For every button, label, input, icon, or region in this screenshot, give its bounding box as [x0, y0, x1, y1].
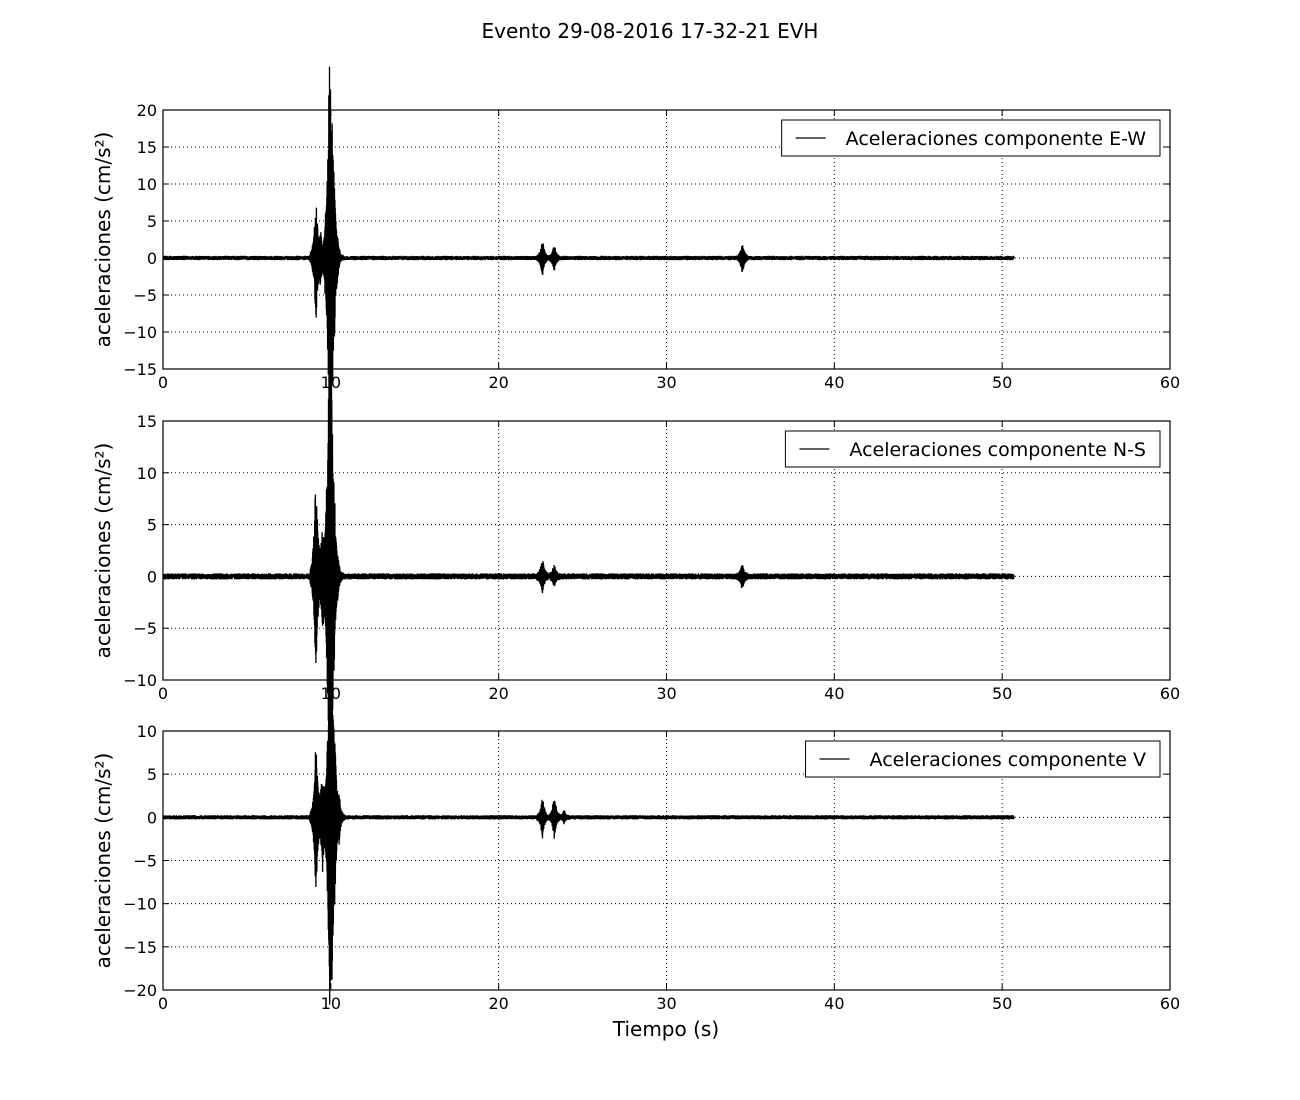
legend-box — [781, 119, 1161, 157]
figure-title: Evento 29-08-2016 17-32-21 EVH — [482, 19, 819, 43]
x-tick-label: 0 — [158, 373, 168, 392]
x-tick-label: 40 — [824, 373, 844, 392]
y-tick-label: −10 — [123, 671, 157, 690]
x-tick-label: 50 — [992, 684, 1012, 703]
y-tick-label: −5 — [133, 852, 157, 871]
y-tick-label: 15 — [137, 412, 157, 431]
legend: Aceleraciones componente N-S — [784, 430, 1161, 468]
y-tick-label: −10 — [123, 895, 157, 914]
legend: Aceleraciones componente V — [805, 740, 1161, 778]
x-tick-label: 20 — [488, 373, 508, 392]
y-tick-label: −15 — [123, 938, 157, 957]
y-tick-label: 10 — [137, 175, 157, 194]
chart-panels: 0 10 20 30 40 50 60−15−10−505101520aceleracion… — [91, 66, 1180, 1013]
x-tick-label: 30 — [656, 684, 676, 703]
y-tick-label: 5 — [147, 516, 157, 535]
legend-box — [805, 740, 1161, 778]
waveform-series-1 — [162, 66, 1015, 426]
y-tick-label: 10 — [137, 464, 157, 483]
y-tick-label: 10 — [137, 722, 157, 741]
waveform-series-3 — [162, 640, 1015, 1005]
x-tick-label: 60 — [1160, 373, 1180, 392]
y-tick-label: −5 — [133, 286, 157, 305]
y-axis-label: aceleraciones (cm/s²) — [91, 753, 115, 969]
chart-panel-1: 0 10 20 30 40 50 60−15−10−505101520aceleracion… — [91, 66, 1180, 426]
legend-box — [784, 430, 1161, 468]
y-tick-label: −20 — [123, 981, 157, 1000]
x-tick-label: 60 — [1160, 994, 1180, 1013]
x-tick-label: 60 — [1160, 684, 1180, 703]
chart-panel-3: 0 10 20 30 40 50 60−20−15−10−50510aceleracione… — [91, 640, 1180, 1013]
legend: Aceleraciones componente E-W — [781, 119, 1161, 157]
x-tick-label: 0 — [158, 684, 168, 703]
x-tick-label: 30 — [656, 994, 676, 1013]
y-tick-label: 5 — [147, 765, 157, 784]
x-tick-label: 50 — [992, 994, 1012, 1013]
y-tick-label: 5 — [147, 212, 157, 231]
y-tick-label: 20 — [137, 101, 157, 120]
x-tick-label: 20 — [488, 684, 508, 703]
y-tick-label: 0 — [147, 808, 157, 827]
y-tick-label: −10 — [123, 323, 157, 342]
x-axis-label: Tiempo (s) — [612, 1017, 719, 1041]
x-tick-label: 20 — [488, 994, 508, 1013]
y-tick-label: 0 — [147, 249, 157, 268]
y-tick-label: 0 — [147, 567, 157, 586]
y-tick-label: 15 — [137, 138, 157, 157]
y-axis-label: aceleraciones (cm/s²) — [91, 132, 115, 348]
x-tick-label: 10 — [321, 994, 341, 1013]
x-tick-label: 50 — [992, 373, 1012, 392]
y-axis-label: aceleraciones (cm/s²) — [91, 443, 115, 659]
waveform-series-2 — [162, 351, 1015, 834]
x-tick-label: 40 — [824, 994, 844, 1013]
legend-label: Aceleraciones componente E-W — [846, 128, 1147, 150]
x-tick-label: 0 — [158, 994, 168, 1013]
y-tick-label: −5 — [133, 619, 157, 638]
y-tick-label: −15 — [123, 360, 157, 379]
legend-label: Aceleraciones componente V — [870, 749, 1146, 771]
x-tick-label: 40 — [824, 684, 844, 703]
x-tick-label: 30 — [656, 373, 676, 392]
legend-label: Aceleraciones componente N-S — [849, 439, 1146, 461]
